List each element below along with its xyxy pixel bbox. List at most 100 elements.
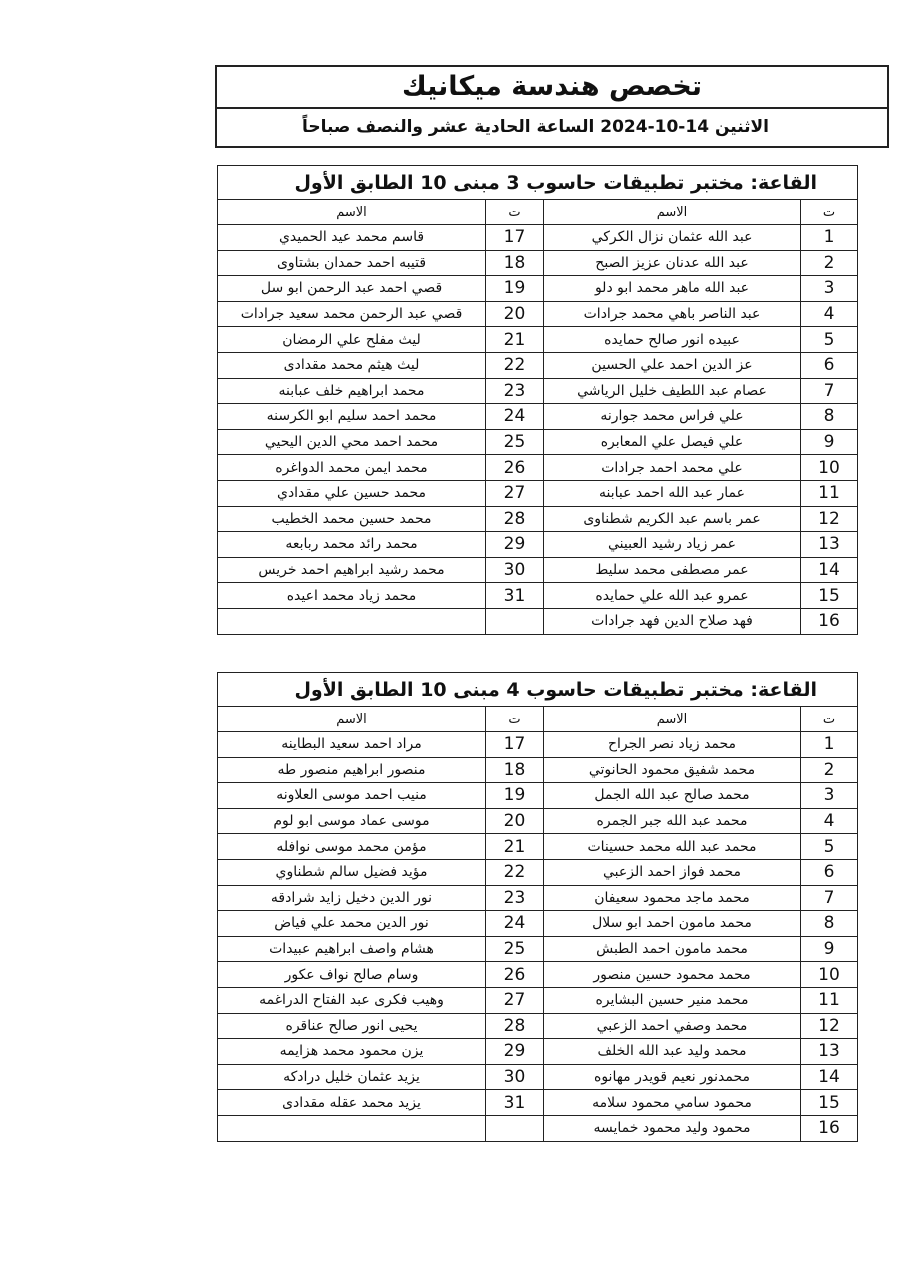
table-row: 7 عصام عبد اللطيف خليل الرياشي 23 محمد ا… [217,377,858,405]
student-number: 10 [800,454,858,481]
table-row: 6 محمد فواز احمد الزعبي 22 مؤيد فضيل سال… [217,858,858,886]
student-name: محمد احمد محي الدين اليحيي [217,428,486,456]
table-row: 6 عز الدين احمد علي الحسين 22 ليث هيثم م… [217,351,858,379]
student-number: 7 [800,884,858,912]
student-name: محمد وليد عبد الله الخلف [543,1038,801,1065]
table-row: 2 محمد شفيق محمود الحانوتي 18 منصور ابرا… [217,756,858,784]
table-row: 14 عمر مصطفى محمد سليط 30 محمد رشيد ابرا… [217,556,858,584]
student-name: نور الدين محمد علي فياض [217,910,486,937]
student-name [217,1114,486,1142]
student-name: محمد شفيق محمود الحانوتي [543,756,801,784]
table-row: 8 علي فراس محمد جوارنه 24 محمد احمد سليم… [217,403,858,430]
student-number: 22 [485,858,544,886]
student-number: 13 [800,1038,858,1065]
student-number: 31 [485,1089,544,1116]
student-name: عمر مصطفى محمد سليط [543,556,801,584]
student-name: عبد الله ماهر محمد ابو دلو [543,275,801,302]
student-number: 14 [800,556,858,584]
table-row: 11 محمد منير حسين البشايره 27 وهيب فكرى … [217,986,858,1014]
student-number: 26 [485,454,544,481]
student-number: 8 [800,403,858,430]
document-title: تخصص هندسة ميكانيك [217,67,887,109]
student-name: وسام صالح نواف عكور [217,961,486,988]
col-header-name: الاسم [217,199,486,225]
col-header-number: ت [800,199,858,225]
table-row: 9 علي فيصل علي المعابره 25 محمد احمد محي… [217,428,858,456]
table-row: 5 محمد عبد الله محمد حسينات 21 مؤمن محمد… [217,833,858,860]
student-number: 5 [800,326,858,353]
student-name: موسى عماد موسى ابو لوم [217,807,486,835]
student-number: 16 [800,607,858,635]
student-name: محمد زياد محمد اعيده [217,582,486,609]
room-table-2: القاعة: مختبر تطبيقات حاسوب 4 مبنى 10 ال… [217,672,858,1142]
student-number: 4 [800,300,858,328]
col-header-name: الاسم [543,706,801,732]
student-number: 4 [800,807,858,835]
student-name: هشام واصف ابراهيم عبيدات [217,935,486,963]
student-number: 11 [800,986,858,1014]
student-number: 28 [485,505,544,533]
student-name: ليث هيثم محمد مقدادى [217,351,486,379]
student-name: مؤيد فضيل سالم شطناوي [217,858,486,886]
document-header: تخصص هندسة ميكانيك الاثنين 14-10-2024 ال… [215,65,889,148]
table-row: 16 محمود وليد محمود خمايسه [217,1114,858,1142]
col-header-number: ت [485,706,544,732]
table-row: 15 محمود سامي محمود سلامه 31 يزيد محمد ع… [217,1089,858,1116]
table-row: 10 علي محمد احمد جرادات 26 محمد ايمن محم… [217,454,858,481]
student-name: محمد محمود حسين منصور [543,961,801,988]
student-number: 26 [485,961,544,988]
student-number: 3 [800,782,858,809]
col-header-name: الاسم [543,199,801,225]
student-number: 22 [485,351,544,379]
table-row: 16 فهد صلاح الدين فهد جرادات [217,607,858,635]
student-number: 23 [485,377,544,405]
student-number: 8 [800,910,858,937]
student-number: 6 [800,858,858,886]
student-number: 25 [485,428,544,456]
table-row: 7 محمد ماجد محمود سعيفان 23 نور الدين دخ… [217,884,858,912]
student-name: يزن محمود محمد هزايمه [217,1038,486,1065]
student-name: نور الدين دخيل زايد شرادقه [217,884,486,912]
table-row: 3 محمد صالح عبد الله الجمل 19 منيب احمد … [217,782,858,809]
student-number: 15 [800,582,858,609]
student-number: 29 [485,1038,544,1065]
student-name: محمد احمد سليم ابو الكرسنه [217,403,486,430]
student-number: 24 [485,910,544,937]
table-row: 3 عبد الله ماهر محمد ابو دلو 19 قصي احمد… [217,275,858,302]
student-name: محمد فواز احمد الزعبي [543,858,801,886]
student-number: 12 [800,505,858,533]
student-number: 5 [800,833,858,860]
table-row: 15 عمرو عبد الله علي حمايده 31 محمد زياد… [217,582,858,609]
student-number: 19 [485,275,544,302]
student-name: محمد رائد محمد ربابعه [217,531,486,558]
student-name: عز الدين احمد علي الحسين [543,351,801,379]
table-row: 1 عبد الله عثمان نزال الكركي 17 قاسم محم… [217,224,858,251]
table-row: 5 عبيده انور صالح حمايده 21 ليث مفلح علي… [217,326,858,353]
exam-date-time: الاثنين 14-10-2024 الساعة الحادية عشر وا… [301,117,769,137]
student-number: 9 [800,935,858,963]
student-number: 18 [485,249,544,277]
student-number: 17 [485,731,544,758]
student-number [485,607,544,635]
student-name: عصام عبد اللطيف خليل الرياشي [543,377,801,405]
student-name: ليث مفلح علي الرمضان [217,326,486,353]
room-table-1: القاعة: مختبر تطبيقات حاسوب 3 مبنى 10 ال… [217,165,858,635]
student-number: 27 [485,479,544,507]
student-name: محمد ماجد محمود سعيفان [543,884,801,912]
student-number: 25 [485,935,544,963]
student-name: محمد مامون احمد الطبش [543,935,801,963]
student-name: محمد حسين محمد الخطيب [217,505,486,533]
student-name: محمد حسين علي مقدادي [217,479,486,507]
student-number: 30 [485,556,544,584]
student-name: محمود وليد محمود خمايسه [543,1114,801,1142]
student-number: 16 [800,1114,858,1142]
student-name: قصي احمد عبد الرحمن ابو سل [217,275,486,302]
student-name: وهيب فكرى عبد الفتاح الدراغمه [217,986,486,1014]
student-name: محمدنور نعيم قويدر مهانوه [543,1063,801,1091]
table-row: 12 عمر باسم عبد الكريم شطناوى 28 محمد حس… [217,505,858,533]
student-name: عمار عبد الله احمد عبابنه [543,479,801,507]
student-number: 21 [485,326,544,353]
student-number: 27 [485,986,544,1014]
student-number: 1 [800,731,858,758]
room-title: القاعة: مختبر تطبيقات حاسوب 3 مبنى 10 ال… [217,165,858,200]
